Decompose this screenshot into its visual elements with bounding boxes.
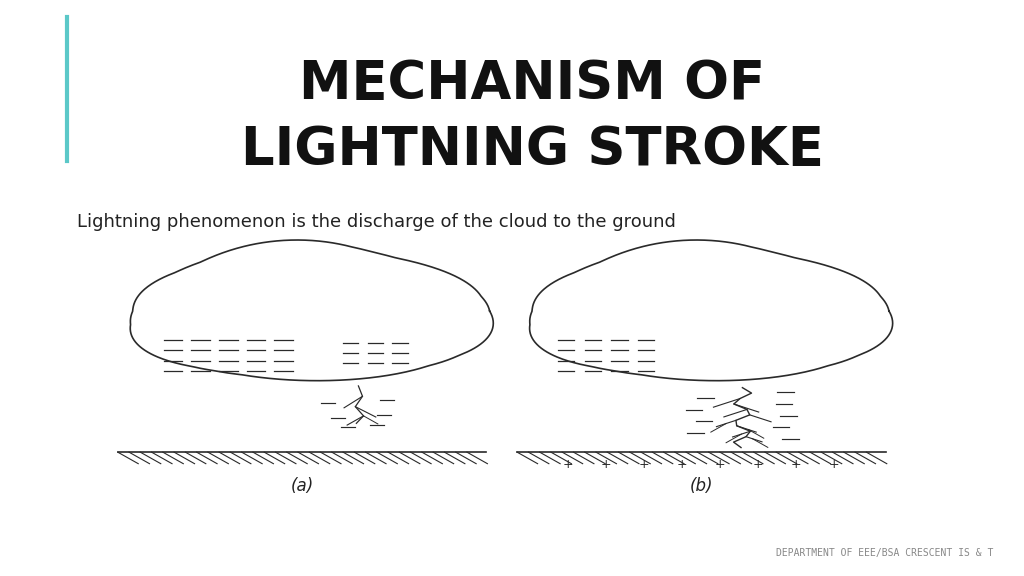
Text: +: + — [753, 458, 763, 471]
Text: (b): (b) — [690, 476, 713, 495]
Text: LIGHTNING STROKE: LIGHTNING STROKE — [241, 124, 824, 176]
Text: +: + — [828, 458, 839, 471]
Text: (a): (a) — [291, 476, 313, 495]
Text: +: + — [791, 458, 801, 471]
Text: +: + — [601, 458, 611, 471]
Text: +: + — [639, 458, 649, 471]
Text: +: + — [563, 458, 573, 471]
Text: +: + — [677, 458, 687, 471]
Text: MECHANISM OF: MECHANISM OF — [299, 58, 766, 109]
Text: +: + — [715, 458, 725, 471]
Text: Lightning phenomenon is the discharge of the cloud to the ground: Lightning phenomenon is the discharge of… — [77, 213, 676, 231]
Text: DEPARTMENT OF EEE/BSA CRESCENT IS & T: DEPARTMENT OF EEE/BSA CRESCENT IS & T — [776, 548, 993, 558]
